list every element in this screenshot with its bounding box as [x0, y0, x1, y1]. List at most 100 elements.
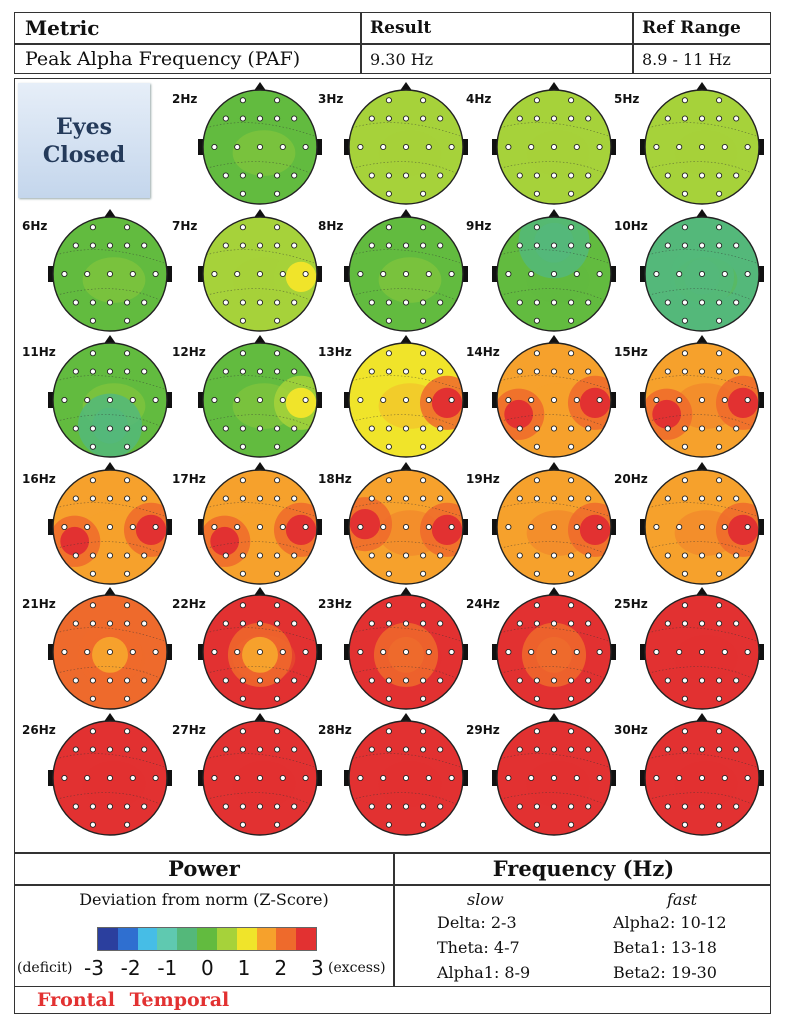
electrode-dot	[279, 396, 286, 404]
electrode-dot	[357, 396, 364, 404]
electrode-dot	[61, 523, 68, 531]
electrode-dot	[222, 677, 229, 684]
electrode-dot	[239, 570, 246, 577]
electrode-dot	[681, 570, 688, 577]
electrode-dot	[698, 425, 706, 432]
electrode-dot	[550, 425, 558, 432]
electrode-dot	[402, 648, 410, 656]
contour-line	[203, 288, 317, 305]
electrode-dot	[733, 552, 740, 559]
scalp-outline	[202, 89, 318, 205]
electrode-dot	[402, 368, 410, 375]
electrode-dot	[516, 552, 523, 559]
contour-line	[497, 122, 611, 138]
left-ear-marker	[344, 392, 350, 408]
electrode-dot	[585, 172, 592, 179]
left-ear-marker	[640, 266, 646, 282]
electrode-dot	[516, 368, 523, 375]
electrode-dot	[368, 115, 375, 122]
electrode-dot	[716, 97, 723, 104]
electrode-dot	[141, 677, 148, 684]
electrode-dot	[380, 648, 387, 656]
electrode-dot	[274, 242, 281, 249]
electrode-dot	[716, 746, 723, 753]
scale-swatch	[177, 928, 198, 950]
electrode-dot	[124, 602, 131, 609]
electrode-dot	[385, 242, 392, 249]
electrode-dot	[716, 677, 723, 684]
electrode-dot	[256, 396, 264, 404]
electrode-dot	[274, 172, 281, 179]
electrode-dot	[533, 317, 540, 324]
electrode-dot	[721, 774, 728, 782]
electrode-dot	[124, 495, 131, 502]
frequency-label: 4Hz	[466, 92, 491, 106]
scalp-outline	[496, 89, 612, 205]
electrode-dot	[256, 143, 264, 151]
electrode-dot	[141, 552, 148, 559]
topomap-grid: 2Hz 3Hz 4Hz 5Hz 6Hz 7Hz 8Hz 9Hz 10Hz 11Hz 12Hz 13Hz…	[22, 82, 764, 836]
electrode-dot	[256, 115, 264, 122]
frequency-label: 5Hz	[614, 92, 639, 106]
electrode-dot	[385, 299, 392, 306]
electrode-dot	[72, 677, 79, 684]
contour-line	[645, 792, 759, 809]
electrode-dot	[239, 620, 246, 627]
electrode-dot	[550, 648, 558, 656]
contour-line	[53, 792, 167, 809]
electrode-dot	[681, 299, 688, 306]
electrode-dot	[368, 299, 375, 306]
electrode-dot	[716, 425, 723, 432]
electrode-dot	[256, 299, 264, 306]
electrode-dot	[505, 143, 512, 151]
electrode-dot	[420, 115, 427, 122]
electrode-dot	[721, 396, 728, 404]
field-gradient	[82, 257, 146, 303]
frequency-label: 2Hz	[172, 92, 197, 106]
electrode-dot	[222, 299, 229, 306]
scalp-outline	[202, 720, 318, 836]
right-ear-marker	[166, 266, 172, 282]
ref-range-value: 8.9 - 11 Hz	[642, 49, 731, 69]
electrode-dot	[72, 803, 79, 810]
right-ear-marker	[462, 519, 468, 535]
left-ear-marker	[492, 519, 498, 535]
left-ear-marker	[344, 519, 350, 535]
topomap-14Hz: 14Hz	[466, 335, 616, 458]
scale-swatch	[197, 928, 217, 950]
left-ear-marker	[492, 139, 498, 155]
right-ear-marker	[316, 770, 322, 786]
electrode-dot	[402, 677, 410, 684]
scalp-outline	[202, 342, 318, 458]
electrode-dot	[681, 477, 688, 484]
electrode-dot	[681, 443, 688, 450]
electrode-dot	[681, 350, 688, 357]
scalp-outline	[348, 216, 464, 332]
electrode-dot	[698, 677, 706, 684]
topomap-5Hz: 5Hz	[614, 82, 764, 205]
electrode-dot	[716, 728, 723, 735]
electrode-dot	[716, 172, 723, 179]
electrode-dot	[402, 242, 410, 249]
electrode-dot	[129, 270, 136, 278]
electrode-dot	[744, 523, 751, 531]
electrode-dot	[596, 523, 603, 531]
electrode-dot	[291, 115, 298, 122]
electrode-dot	[368, 677, 375, 684]
electrode-dot	[402, 746, 410, 753]
electrode-dot	[568, 317, 575, 324]
right-ear-marker	[166, 770, 172, 786]
electrode-dot	[420, 368, 427, 375]
electrode-dot	[568, 728, 575, 735]
divider	[632, 13, 634, 73]
contour-line	[497, 502, 611, 518]
electrode-dot	[402, 299, 410, 306]
right-ear-marker	[610, 770, 616, 786]
topomap-22Hz: 22Hz	[172, 587, 322, 710]
electrode-dot	[106, 299, 114, 306]
contour-line	[349, 288, 463, 305]
electrode-dot	[550, 115, 558, 122]
electrode-dot	[239, 97, 246, 104]
scalp-outline	[644, 720, 760, 836]
electrode-dot	[744, 396, 751, 404]
